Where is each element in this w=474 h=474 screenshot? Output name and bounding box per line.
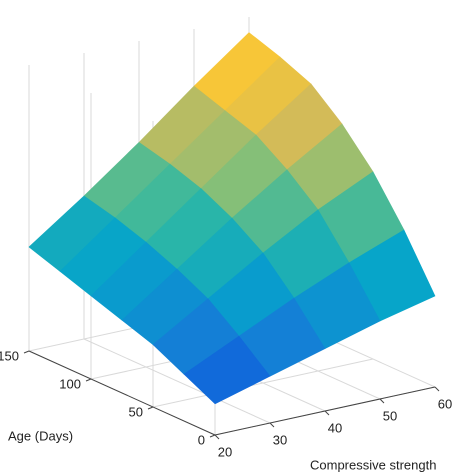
x-tick-label: 40 [328, 420, 342, 435]
y-axis-label: Age (Days) [8, 428, 73, 443]
grid-line [152, 358, 374, 408]
y-tick-label: 50 [129, 404, 143, 419]
x-tick [379, 398, 385, 404]
x-tick-label: 50 [383, 408, 397, 423]
y-axis [28, 350, 216, 436]
x-tick [434, 386, 440, 392]
grid-line [83, 338, 271, 424]
x-tick [269, 422, 275, 428]
surface-patch [183, 335, 271, 405]
y-tick-label: 100 [59, 376, 81, 391]
x-tick [324, 410, 330, 416]
y-tick [147, 406, 154, 410]
y-tick-label: 150 [0, 348, 19, 363]
x-tick-label: 60 [438, 396, 452, 411]
y-tick-label: 0 [198, 432, 205, 447]
y-tick [209, 434, 216, 438]
x-tick-label: 30 [273, 432, 287, 447]
x-tick-label: 20 [218, 444, 232, 459]
y-tick [85, 378, 92, 382]
y-tick [23, 350, 30, 354]
x-tick [214, 434, 220, 440]
x-axis-label: Compressive strength [310, 457, 436, 472]
